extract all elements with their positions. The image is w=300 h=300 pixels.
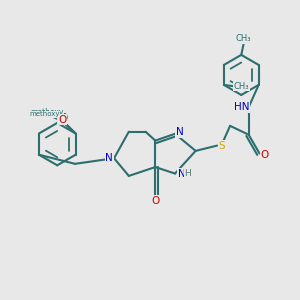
Text: O: O [260, 150, 269, 160]
Text: S: S [218, 141, 225, 151]
Text: O: O [59, 113, 68, 124]
Text: CH₃: CH₃ [234, 82, 249, 91]
Text: O: O [151, 196, 159, 206]
Text: O: O [58, 115, 66, 125]
Text: HN: HN [234, 102, 250, 112]
Text: CH₃: CH₃ [236, 34, 251, 43]
Text: methoxy: methoxy [29, 111, 60, 117]
Text: N: N [176, 127, 184, 137]
Text: N: N [106, 153, 113, 163]
Text: methoxy: methoxy [30, 108, 63, 117]
Text: H: H [184, 169, 191, 178]
Text: N: N [178, 169, 185, 178]
